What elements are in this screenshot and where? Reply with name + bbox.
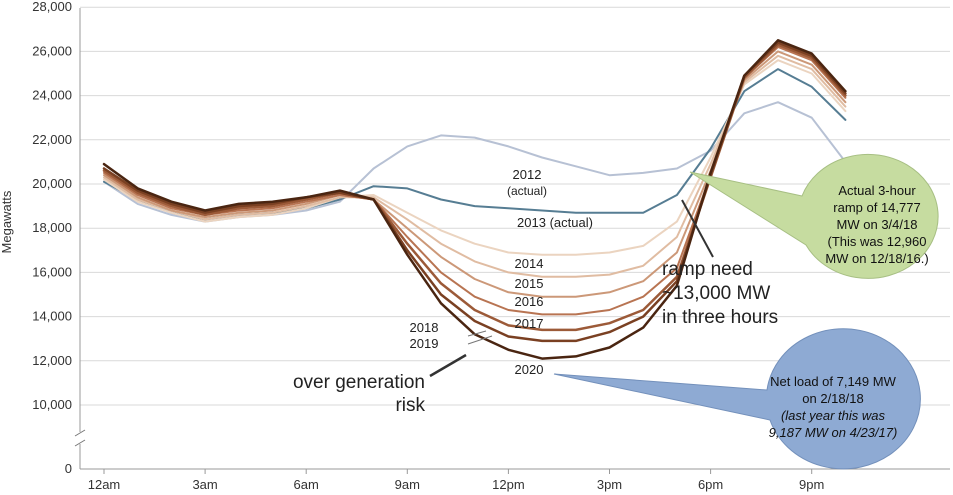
series-label-2016: 2016 [515, 294, 544, 309]
net-load-callout-line-3: (last year this was [781, 408, 886, 423]
ramp-need-line-3: in three hours [662, 307, 778, 328]
y-tick-label: 10,000 [32, 397, 72, 412]
over-generation-line-1: over generation [293, 372, 425, 393]
series-label-2015: 2015 [515, 276, 544, 291]
x-tick-label: 3pm [597, 477, 622, 492]
series-line-2014 [103, 59, 847, 256]
gridlines [80, 6, 950, 406]
y-axis-title: Megawatts [0, 190, 14, 253]
y-tick-label: 14,000 [32, 309, 72, 324]
y-tick-label: 22,000 [32, 132, 72, 147]
net-load-callout-line-4: 9,187 MW on 4/23/17) [769, 425, 898, 440]
x-tick-label: 3am [192, 477, 217, 492]
x-tick-label: 6pm [698, 477, 723, 492]
label-2019-leader [467, 335, 493, 345]
over-generation-annotation: over generation risk [293, 372, 426, 416]
y-tick-label: 12,000 [32, 353, 72, 368]
y-tick-label: 28,000 [32, 0, 72, 14]
x-tick-label: 6am [294, 477, 319, 492]
ramp-pointer-line [681, 199, 714, 258]
series-labels: 2012 (actual) 2013 (actual) 2014 2015 2016 201… [410, 167, 593, 377]
annotation-pointers [429, 199, 714, 378]
ramp-callout-line-5: MW on 12/18/16.) [825, 251, 928, 266]
x-tick-label: 9am [395, 477, 420, 492]
ramp-callout-line-2: ramp of 14,777 [833, 200, 920, 215]
y-tick-label: 24,000 [32, 88, 72, 103]
y-tick-label: 26,000 [32, 43, 72, 58]
ramp-need-line-2: ~13,000 MW [662, 283, 770, 304]
axes: 0 10,000 12,000 14,000 16,000 18,000 20,000 22,… [32, 0, 950, 492]
axis-break-mark [74, 429, 86, 437]
ramp-callout: Actual 3-hour ramp of 14,777 MW on 3/4/1… [689, 153, 939, 279]
axis-break-mark [74, 439, 86, 447]
over-generation-pointer-line [429, 353, 467, 378]
series-label-2014: 2014 [515, 256, 544, 271]
over-generation-line-2: risk [395, 395, 425, 416]
net-load-callout-line-2: on 2/18/18 [802, 391, 863, 406]
y-tick-label: 18,000 [32, 220, 72, 235]
ramp-need-line-1: ramp need [662, 259, 753, 280]
series-label-2018: 2018 [410, 320, 439, 335]
ramp-callout-line-4: (This was 12,960 [828, 234, 927, 249]
net-load-callout-line-1: Net load of 7,149 MW [770, 374, 896, 389]
x-tick-label: 12am [88, 477, 121, 492]
y-tick-label: 0 [65, 461, 72, 476]
x-tick-label: 12pm [492, 477, 525, 492]
x-tick-label: 9pm [799, 477, 824, 492]
ramp-need-annotation: ramp need ~13,000 MW in three hours [662, 259, 778, 328]
ramp-callout-line-3: MW on 3/4/18 [837, 217, 918, 232]
label-2018-leader [467, 330, 487, 337]
ramp-callout-bubble [689, 153, 939, 279]
y-tick-label: 16,000 [32, 264, 72, 279]
net-load-callout-bubble [553, 328, 921, 470]
series-label-2012: 2012 [513, 167, 542, 182]
series-line-2012 [103, 101, 847, 223]
series-label-2013actual: 2013 (actual) [517, 215, 593, 230]
net-load-callout: Net load of 7,149 MW on 2/18/18 (last ye… [553, 328, 921, 470]
series-label-2019: 2019 [410, 336, 439, 351]
ramp-callout-line-1: Actual 3-hour [838, 183, 916, 198]
series-label-2017: 2017 [515, 316, 544, 331]
series-label-2020: 2020 [515, 362, 544, 377]
y-tick-label: 20,000 [32, 176, 72, 191]
series-label-actual: (actual) [507, 184, 547, 198]
